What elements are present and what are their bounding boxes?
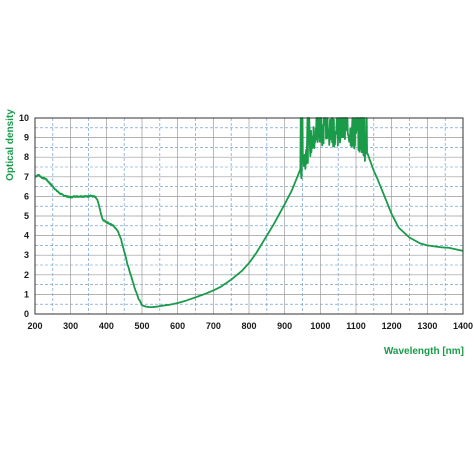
x-tick-label: 600: [170, 321, 185, 331]
x-tick-label: 400: [99, 321, 114, 331]
y-tick-label: 8: [24, 152, 29, 162]
y-tick-label: 7: [24, 172, 29, 182]
series-layer: [34, 117, 464, 309]
x-tick-label: 1400: [453, 321, 473, 331]
y-tick-label: 5: [24, 211, 29, 221]
y-tick-label: 0: [24, 309, 29, 319]
x-tick-label: 200: [27, 321, 42, 331]
y-tick-label: 9: [24, 133, 29, 143]
x-tick-label: 800: [241, 321, 256, 331]
y-tick-label: 4: [24, 231, 29, 241]
x-tick-label: 300: [63, 321, 78, 331]
x-tick-label: 1100: [346, 321, 366, 331]
y-tick-label: 1: [24, 289, 29, 299]
y-axis-title: Optical density: [5, 109, 16, 181]
grid: [34, 117, 464, 315]
x-tick-label: 1300: [417, 321, 437, 331]
x-tick-label: 1000: [310, 321, 330, 331]
plot-frame: [34, 117, 464, 315]
plot-border: [34, 117, 464, 315]
y-tick-label: 6: [24, 191, 29, 201]
y-tick-label: 2: [24, 270, 29, 280]
y-tick-label: 10: [19, 113, 29, 123]
x-tick-label: 900: [277, 321, 292, 331]
y-tick-label: 3: [24, 250, 29, 260]
x-tick-label: 700: [206, 321, 221, 331]
optical-density-series-line: [34, 117, 464, 309]
x-tick-label: 1200: [382, 321, 402, 331]
tick-labels: 200 300 400 500 600 700 800 900 1000 1100 1200 1300…: [19, 113, 473, 331]
x-axis-title: Wavelength [nm]: [384, 346, 464, 357]
x-tick-label: 500: [134, 321, 149, 331]
